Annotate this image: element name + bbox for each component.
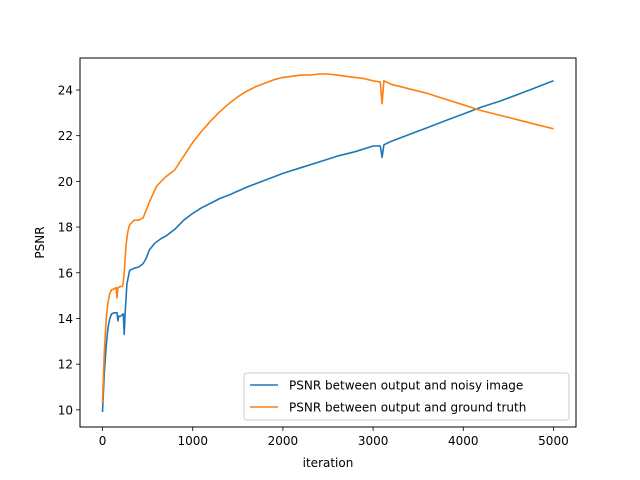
series-line-1 [101,73,554,404]
x-tick-label: 5000 [538,434,569,448]
y-tick-label: 20 [58,175,73,189]
series-line-0 [101,80,554,413]
x-axis-label: iteration [303,456,354,470]
x-tick-label: 2000 [268,434,299,448]
y-tick-label: 18 [58,221,73,235]
plot-area [80,58,576,427]
plot-frame [79,57,577,428]
x-tick-label: 3000 [358,434,389,448]
y-tick-label: 12 [58,358,73,372]
legend-label-noisy: PSNR between output and noisy image [289,379,523,393]
legend-box [243,372,570,421]
y-tick-label: 16 [58,266,73,280]
legend-label-ground-truth: PSNR between output and ground truth [289,401,526,415]
y-tick-label: 14 [58,312,73,326]
x-tick-label: 1000 [177,434,208,448]
x-axis-ticks: 0 1000 2000 3000 4000 5000 [99,427,569,448]
x-tick-label: 4000 [448,434,479,448]
legend: PSNR between output and noisy image PSNR… [243,372,570,421]
x-tick-label: 0 [99,434,107,448]
y-axis-ticks: 10 12 14 16 18 20 22 24 [58,83,80,417]
y-axis-label: PSNR [33,226,47,258]
y-tick-label: 24 [58,83,73,97]
y-tick-label: 10 [58,403,73,417]
y-tick-label: 22 [58,129,73,143]
series-layer [101,73,554,413]
